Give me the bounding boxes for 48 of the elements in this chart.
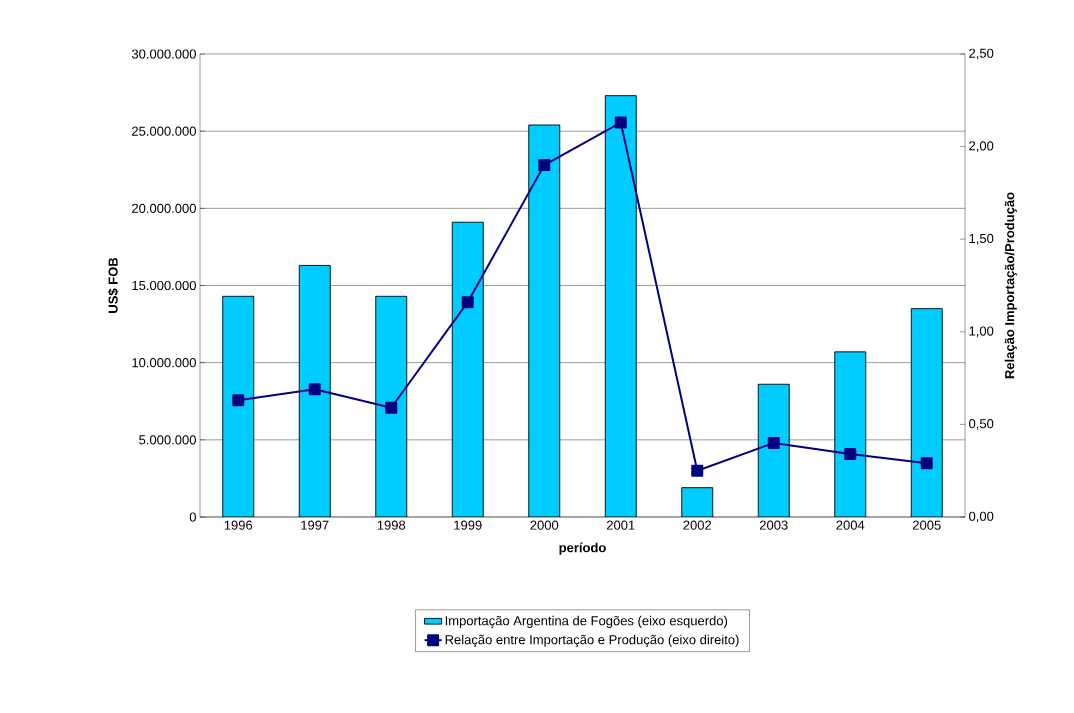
y2-tick-label: 2,50 bbox=[969, 48, 994, 60]
y-tick-label: 10.000.000 bbox=[132, 358, 196, 368]
y-tick-label: 30.000.000 bbox=[131, 49, 196, 59]
y2-axis-title: Relação Importação/Produção bbox=[1004, 192, 1017, 379]
x-tick-label: 2000 bbox=[530, 520, 559, 530]
point bbox=[385, 401, 398, 414]
y-tick-label: 25.000.000 bbox=[132, 126, 196, 136]
x-tick-label: 1999 bbox=[454, 520, 482, 530]
bar bbox=[910, 308, 943, 517]
y-tick-label: 0 bbox=[189, 512, 196, 522]
point bbox=[844, 448, 857, 461]
point bbox=[767, 436, 780, 449]
y2-tick-label: 0,50 bbox=[969, 419, 994, 430]
point bbox=[308, 383, 321, 396]
x-tick-label: 2001 bbox=[606, 520, 635, 530]
bar bbox=[298, 264, 331, 517]
bar bbox=[834, 351, 867, 517]
legend-label: Relação entre Importação e Produção (eixo direito) bbox=[445, 634, 739, 647]
y-axis-title: US$ FOB bbox=[107, 257, 119, 313]
bar bbox=[681, 487, 714, 517]
point bbox=[538, 159, 551, 172]
x-tick-label: 1998 bbox=[377, 520, 406, 530]
x-axis-title: período bbox=[559, 542, 606, 555]
x-tick-label: 1997 bbox=[301, 520, 329, 530]
bar bbox=[451, 221, 484, 517]
point bbox=[232, 394, 245, 407]
point bbox=[614, 116, 627, 129]
x-tick-label: 2005 bbox=[912, 520, 941, 530]
y2-tick-label: 0,00 bbox=[969, 511, 994, 523]
point bbox=[461, 296, 474, 309]
x-tick-label: 1996 bbox=[224, 520, 253, 530]
y-tick-label: 5.000.000 bbox=[139, 435, 196, 445]
y2-tick-label: 2,00 bbox=[969, 141, 994, 152]
x-tick-label: 2003 bbox=[759, 520, 788, 530]
x-tick-label: 2002 bbox=[683, 520, 712, 530]
y2-tick-label: 1,00 bbox=[969, 326, 994, 338]
y-tick-label: 20.000.000 bbox=[132, 203, 196, 213]
bar bbox=[375, 295, 408, 517]
bar bbox=[528, 124, 561, 517]
y-tick-label: 15.000.000 bbox=[132, 280, 196, 291]
x-tick-label: 2004 bbox=[836, 520, 865, 530]
legend-label: Importação Argentina de Fogões (eixo esquerdo) bbox=[445, 615, 728, 628]
y2-tick-label: 1,50 bbox=[969, 233, 994, 245]
point bbox=[691, 464, 704, 477]
bar bbox=[604, 95, 637, 517]
bar bbox=[222, 295, 255, 517]
bar bbox=[757, 383, 790, 517]
point bbox=[920, 457, 933, 470]
